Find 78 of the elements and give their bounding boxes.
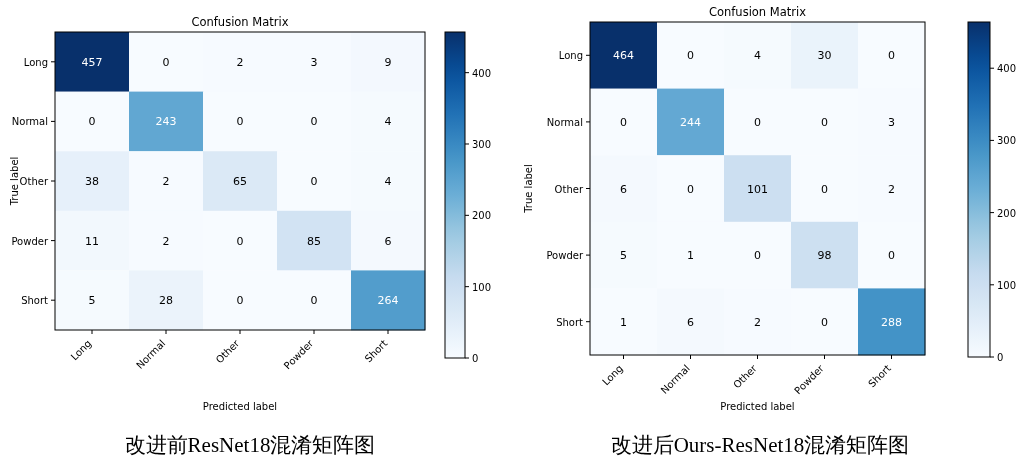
color-bar-label: 100: [472, 281, 492, 293]
data-label: 0: [821, 315, 828, 329]
color-bar-label: 300: [472, 139, 492, 150]
y-tick-label: Other: [554, 183, 584, 195]
data-label: 0: [620, 115, 627, 129]
color-bar-label: 200: [997, 207, 1017, 219]
data-label: 3: [310, 55, 318, 69]
text: 改进后Ours-ResNet18混淆矩阵图: [610, 433, 910, 457]
data-label: 1: [687, 249, 694, 263]
data-label: 0: [754, 115, 761, 129]
data-label: 464: [613, 49, 634, 63]
y-axis-title: True label: [523, 164, 534, 214]
data-label: 0: [236, 294, 244, 308]
data-label: 0: [888, 49, 895, 63]
data-label: 98: [817, 249, 832, 263]
data-label: 0: [236, 115, 244, 129]
x-axis-title: Predicted label: [720, 401, 795, 412]
data-label: 38: [85, 175, 99, 188]
color-bar-label: 0: [997, 352, 1004, 363]
data-label: 243: [155, 115, 177, 129]
color-bar-label: 300: [997, 135, 1017, 147]
y-tick-label: Other: [19, 176, 49, 187]
data-label: 0: [310, 294, 318, 308]
data-label: 5: [620, 249, 627, 263]
data-label: 28: [159, 294, 173, 308]
data-label: 288: [881, 315, 902, 329]
color-bar-label: 100: [997, 279, 1017, 291]
data-label: 4: [384, 115, 392, 129]
data-label: 4: [754, 49, 761, 63]
y-tick-label: Long: [558, 50, 583, 62]
x-axis-title: Predicted label: [202, 401, 278, 412]
data-label: 5: [88, 294, 96, 308]
data-label: 0: [754, 249, 761, 263]
data-label: 6: [687, 315, 694, 329]
data-label: 0: [821, 115, 828, 129]
y-axis-title: True label: [9, 156, 20, 207]
data-label: 264: [377, 294, 399, 308]
data-label: 2: [888, 182, 895, 196]
chart-title: Confusion Matrix: [708, 5, 807, 19]
data-label: 0: [888, 249, 895, 263]
data-label: 0: [821, 182, 828, 196]
data-label: 2: [236, 55, 244, 69]
data-label: 1: [620, 315, 627, 329]
y-tick-label: Normal: [11, 116, 48, 128]
chart-title: Confusion Matrix: [191, 15, 289, 29]
data-label: 0: [236, 234, 244, 248]
data-label: 101: [747, 182, 768, 196]
data-label: 6: [620, 182, 627, 196]
data-label: 0: [687, 182, 694, 196]
color-bar-label: 0: [472, 353, 479, 364]
data-label: 2: [162, 234, 170, 248]
data-label: 244: [680, 115, 701, 129]
color-bar-label: 400: [997, 63, 1017, 75]
data-label: 2: [162, 175, 170, 188]
data-label: 0: [687, 49, 694, 63]
data-label: 3: [888, 115, 895, 129]
data-label: 6: [384, 234, 392, 248]
color-bar-label: 400: [472, 67, 492, 79]
data-label: 30: [817, 49, 832, 63]
color-bar-label: 200: [472, 210, 492, 222]
y-tick-label: Normal: [546, 116, 583, 128]
data-label: 457: [81, 55, 103, 69]
data-label: 2: [754, 315, 761, 329]
data-label: 0: [88, 115, 96, 129]
data-label: 85: [307, 234, 321, 248]
y-tick-label: Short: [21, 295, 49, 307]
data-label: 0: [310, 115, 318, 129]
data-label: 0: [310, 175, 318, 188]
y-tick-label: Short: [556, 316, 584, 328]
y-tick-label: Powder: [546, 250, 584, 262]
data-label: 9: [384, 55, 392, 69]
data-label: 65: [233, 175, 247, 188]
data-label: 0: [162, 55, 170, 69]
data-label: 4: [384, 175, 392, 188]
text: 改进前ResNet18混淆矩阵图: [124, 433, 376, 457]
y-tick-label: Powder: [11, 235, 49, 247]
y-tick-label: Long: [23, 56, 48, 68]
data-label: 11: [85, 234, 99, 248]
